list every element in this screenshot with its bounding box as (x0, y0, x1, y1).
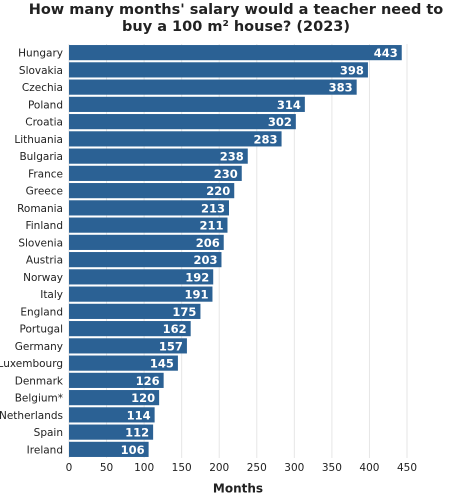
value-label: 314 (277, 98, 301, 112)
bar (69, 407, 155, 423)
value-label: 126 (136, 374, 160, 388)
value-label: 162 (163, 322, 187, 336)
value-label: 238 (220, 150, 244, 164)
y-tick-label: France (28, 168, 63, 180)
y-tick-label: Germany (15, 341, 63, 353)
bar (69, 269, 214, 285)
y-tick-label: Bulgaria (19, 151, 63, 163)
x-tick-label: 400 (359, 462, 379, 474)
x-tick-label: 0 (66, 462, 73, 474)
y-tick-label: Spain (34, 427, 63, 439)
y-tick-label: Netherlands (0, 410, 63, 422)
y-tick-label: Austria (26, 255, 63, 267)
bar (69, 217, 228, 233)
bar (69, 252, 222, 268)
value-label: 157 (159, 339, 183, 353)
bar (69, 441, 149, 457)
y-tick-label: Slovakia (19, 65, 63, 77)
x-tick-label: 200 (209, 462, 229, 474)
bar (69, 148, 248, 164)
y-tick-label: Hungary (18, 48, 63, 60)
bar (69, 338, 187, 354)
bar (69, 79, 357, 95)
y-tick-label: Ireland (27, 444, 63, 456)
value-label: 398 (340, 63, 364, 77)
y-tick-label: Denmark (15, 375, 64, 387)
value-label: 230 (214, 167, 238, 181)
bar (69, 96, 305, 112)
x-tick-label: 150 (172, 462, 192, 474)
y-tick-label: Italy (40, 289, 63, 301)
value-label: 206 (196, 236, 220, 250)
x-tick-label: 250 (247, 462, 267, 474)
y-tick-label: Croatia (25, 117, 63, 129)
value-label: 191 (184, 288, 208, 302)
bar (69, 45, 402, 61)
value-label: 213 (201, 201, 225, 215)
value-label: 211 (199, 219, 223, 233)
bar (69, 321, 191, 337)
bar (69, 303, 201, 319)
bar (69, 114, 296, 130)
x-tick-label: 100 (134, 462, 154, 474)
value-label: 175 (172, 305, 196, 319)
value-label: 192 (185, 270, 209, 284)
bar (69, 286, 213, 302)
y-tick-label: Greece (26, 186, 63, 198)
value-label: 220 (206, 184, 230, 198)
bar (69, 131, 282, 147)
bar (69, 62, 368, 78)
bar (69, 355, 178, 371)
y-tick-label: Romania (17, 203, 63, 215)
y-tick-label: Luxembourg (0, 358, 63, 370)
value-label: 114 (127, 408, 151, 422)
bar (69, 424, 154, 440)
bar (69, 372, 164, 388)
bar (69, 390, 160, 406)
x-tick-label: 450 (397, 462, 417, 474)
value-label: 120 (131, 391, 155, 405)
x-tick-label: 350 (322, 462, 342, 474)
value-label: 203 (193, 253, 217, 267)
y-tick-label: Belgium* (15, 393, 63, 405)
chart-title: How many months' salary would a teacher … (28, 2, 444, 35)
y-tick-label: Poland (28, 99, 63, 111)
y-tick-label: Norway (23, 272, 63, 284)
bar (69, 165, 242, 181)
y-tick-label: Czechia (22, 82, 63, 94)
y-tick-label: Lithuania (14, 134, 63, 146)
x-tick-label: 300 (284, 462, 304, 474)
value-label: 383 (329, 81, 353, 95)
x-axis-title: Months (213, 482, 263, 496)
y-tick-label: England (20, 306, 63, 318)
value-label: 106 (121, 443, 145, 457)
bar (69, 183, 235, 199)
value-label: 443 (374, 46, 398, 60)
value-label: 302 (268, 115, 292, 129)
value-label: 112 (125, 426, 149, 440)
y-tick-label: Finland (25, 220, 63, 232)
value-label: 145 (150, 357, 174, 371)
x-tick-label: 50 (100, 462, 113, 474)
bar (69, 200, 229, 216)
y-tick-label: Slovenia (18, 237, 63, 249)
bar (69, 234, 224, 250)
value-label: 283 (254, 132, 278, 146)
y-tick-label: Portugal (20, 324, 64, 336)
